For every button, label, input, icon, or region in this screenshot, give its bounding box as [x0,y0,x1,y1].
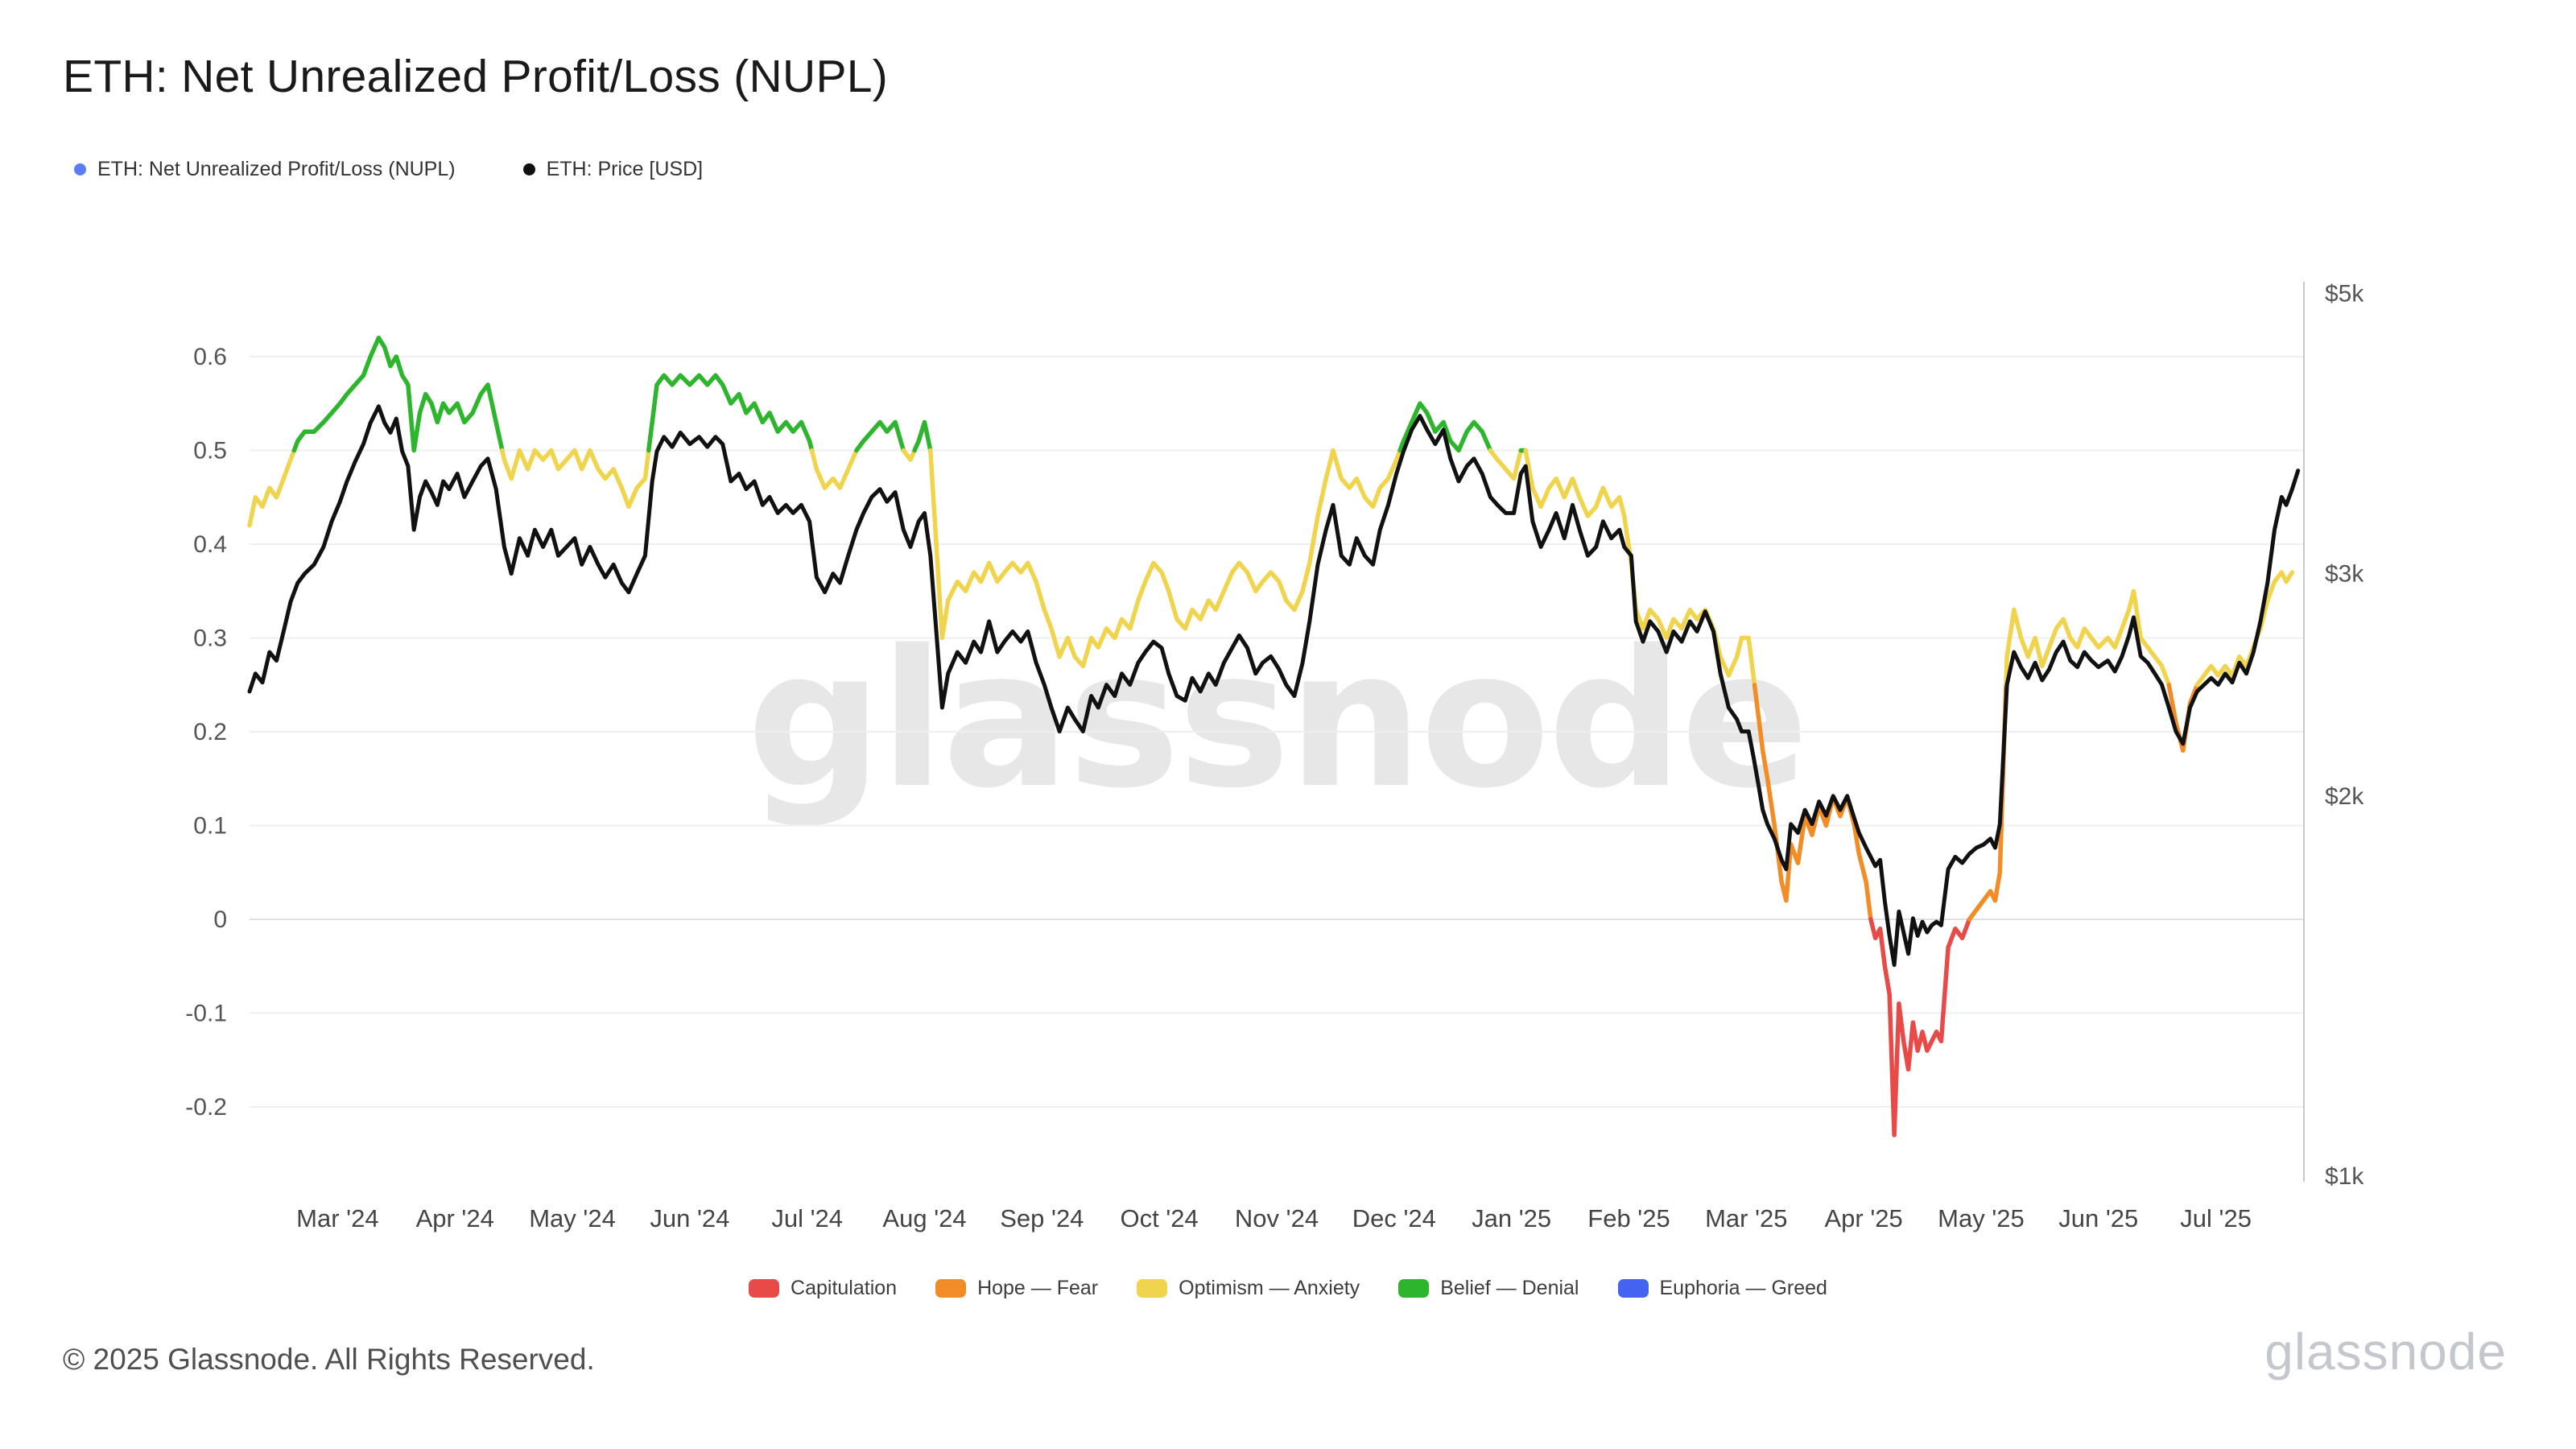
y-axis-label-left: 0.1 [193,813,227,840]
x-axis-label: Jul '25 [2180,1204,2252,1232]
band-label: Euphoria — Greed [1659,1277,1827,1299]
nupl-line-segment [912,419,933,453]
top-legend-item-nupl[interactable]: ETH: Net Unrealized Profit/Loss (NUPL) [74,158,456,181]
x-axis-label: Apr '25 [1825,1204,1903,1232]
band-label: Capitulation [791,1277,898,1299]
x-axis-label: Jun '24 [650,1204,729,1232]
nupl-line-segment [1967,683,2008,922]
y-axis-label-right: $3k [2325,561,2364,588]
price-line [247,404,2301,968]
band-swatch-icon [749,1279,780,1298]
nupl-line-segment [901,448,917,462]
legend-dot-icon [74,163,86,175]
band-legend-item-1: Hope — Fear [935,1277,1098,1300]
nupl-line-segment [247,448,297,528]
y-axis-label-left: -0.1 [185,1001,227,1027]
nupl-line-segment [2004,588,2172,687]
legend-label: ETH: Price [USD] [546,158,704,180]
y-axis-label-left: 0 [213,906,227,933]
nupl-line-segment [1397,401,1493,453]
y-axis-label-left: 0.5 [193,438,227,464]
watermark: glassnode [747,610,1806,830]
top-legend-item-price[interactable]: ETH: Price [USD] [522,158,704,181]
nupl-line-segment [854,419,906,453]
y-axis-label-right: $5k [2325,281,2364,308]
band-legend-item-0: Capitulation [749,1277,897,1300]
band-label: Optimism — Anxiety [1179,1277,1360,1299]
x-axis-label: May '25 [1938,1204,2025,1232]
band-swatch-icon [1398,1279,1430,1298]
band-swatch-icon [1617,1279,1649,1298]
band-label: Belief — Denial [1440,1277,1579,1299]
x-axis-label: Aug '24 [882,1204,966,1232]
y-axis-label-left: 0.4 [193,531,227,558]
glassnode-logo: glassnode [2264,1323,2507,1381]
nupl-line-segment [291,335,505,453]
x-axis-label: Mar '25 [1705,1204,1787,1232]
band-swatch-icon [1137,1279,1168,1298]
x-axis-label: Sep '24 [1000,1204,1084,1232]
y-axis-label-right: $1k [2325,1163,2364,1190]
x-axis-label: Oct '24 [1121,1204,1199,1232]
y-axis-label-left: 0.6 [193,344,227,370]
top-legend: ETH: Net Unrealized Profit/Loss (NUPL) ET… [74,158,703,181]
band-legend-item-3: Belief — Denial [1398,1277,1579,1300]
nupl-line-segment [928,448,1402,669]
band-legend: Capitulation Hope — Fear Optimism — Anxiet… [0,1277,2576,1300]
x-axis-label: Jun '25 [2058,1204,2138,1232]
nupl-line-segment [809,448,859,490]
band-label: Hope — Fear [977,1277,1099,1299]
y-axis-label-left: 0.2 [193,719,227,745]
y-axis-label-right: $2k [2325,783,2364,810]
x-axis-label: Dec '24 [1352,1204,1436,1232]
y-axis-label-left: -0.2 [185,1094,227,1121]
page-title: ETH: Net Unrealized Profit/Loss (NUPL) [63,51,889,102]
y-axis-label-left: 0.3 [193,625,227,652]
band-legend-item-2: Optimism — Anxiety [1137,1277,1360,1300]
nupl-line-segment [2194,570,2295,687]
nupl-line-segment [1868,917,1972,1137]
legend-dot-icon [522,163,535,175]
band-legend-item-4: Euphoria — Greed [1617,1277,1827,1300]
x-axis-label: Nov '24 [1235,1204,1319,1232]
x-axis-label: May '24 [529,1204,616,1232]
legend-label: ETH: Net Unrealized Profit/Loss (NUPL) [97,158,456,180]
footer-copyright: © 2025 Glassnode. All Rights Reserved. [63,1343,595,1376]
x-axis-label: Apr '24 [416,1204,494,1232]
x-axis-label: Feb '25 [1587,1204,1670,1232]
x-axis-label: Jul '24 [771,1204,843,1232]
nupl-line-segment [500,448,651,510]
nupl-line-segment [1488,448,1524,481]
x-axis-label: Jan '25 [1472,1204,1551,1232]
nupl-line-segment [646,373,815,453]
x-axis-label: Mar '24 [296,1204,378,1232]
nupl-line-segment [1523,448,1757,687]
band-swatch-icon [935,1279,967,1298]
